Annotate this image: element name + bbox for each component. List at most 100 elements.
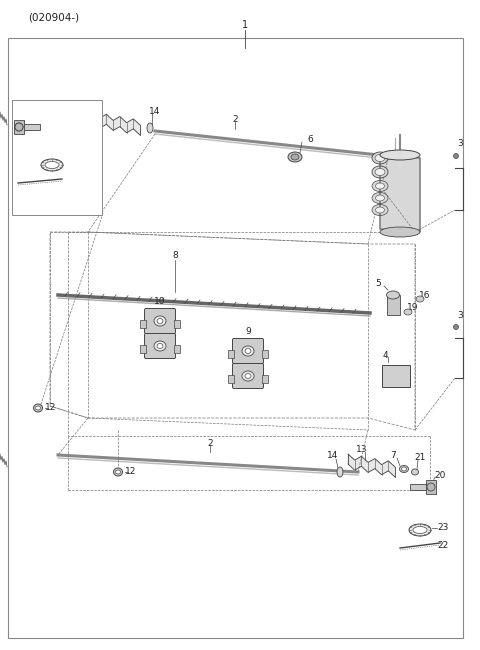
Ellipse shape — [113, 468, 122, 476]
Text: 9: 9 — [245, 328, 251, 337]
Text: 7: 7 — [390, 450, 396, 460]
Ellipse shape — [454, 153, 458, 159]
Ellipse shape — [157, 343, 163, 348]
Ellipse shape — [375, 155, 385, 161]
Ellipse shape — [399, 465, 408, 473]
Text: 4: 4 — [382, 350, 388, 359]
Ellipse shape — [411, 469, 419, 475]
Ellipse shape — [375, 183, 384, 189]
Text: 8: 8 — [172, 252, 178, 261]
Text: 12: 12 — [125, 467, 137, 476]
Text: 1: 1 — [242, 20, 248, 30]
Ellipse shape — [48, 125, 56, 131]
Ellipse shape — [427, 483, 435, 491]
Ellipse shape — [154, 341, 166, 351]
Ellipse shape — [401, 467, 407, 471]
Ellipse shape — [41, 159, 63, 171]
Ellipse shape — [372, 166, 388, 178]
Text: 21: 21 — [57, 107, 69, 116]
Bar — [22, 124, 40, 130]
Bar — [22, 124, 40, 130]
Text: 16: 16 — [419, 291, 431, 300]
Ellipse shape — [454, 324, 458, 330]
Text: 14: 14 — [327, 452, 339, 460]
Text: 17: 17 — [242, 352, 254, 361]
Bar — [228, 350, 234, 358]
Text: 21: 21 — [414, 452, 426, 462]
Ellipse shape — [34, 404, 43, 412]
Text: 19: 19 — [407, 304, 419, 313]
Text: 3: 3 — [457, 140, 463, 148]
FancyBboxPatch shape — [232, 339, 264, 363]
Text: 20: 20 — [434, 471, 446, 480]
Ellipse shape — [413, 526, 427, 534]
FancyBboxPatch shape — [144, 333, 176, 359]
Ellipse shape — [416, 296, 424, 302]
Ellipse shape — [372, 205, 388, 216]
Polygon shape — [380, 155, 420, 232]
Bar — [228, 375, 234, 383]
Text: 22: 22 — [437, 541, 449, 551]
Ellipse shape — [45, 161, 59, 168]
Ellipse shape — [15, 123, 23, 131]
Ellipse shape — [288, 152, 302, 162]
Bar — [382, 365, 410, 387]
Polygon shape — [93, 112, 140, 135]
Ellipse shape — [157, 318, 163, 324]
Bar — [174, 320, 180, 328]
Bar — [140, 320, 146, 328]
Ellipse shape — [375, 168, 385, 176]
Text: 13: 13 — [356, 445, 368, 454]
Ellipse shape — [404, 309, 412, 315]
Ellipse shape — [380, 150, 420, 160]
Text: 20: 20 — [12, 114, 24, 122]
FancyBboxPatch shape — [232, 363, 264, 389]
FancyBboxPatch shape — [144, 309, 176, 333]
Bar — [262, 350, 268, 358]
Ellipse shape — [372, 192, 388, 203]
Text: 2: 2 — [232, 116, 238, 125]
Text: 7: 7 — [67, 112, 73, 120]
Text: 2: 2 — [207, 439, 213, 447]
Bar — [12, 100, 102, 215]
Bar — [410, 484, 428, 490]
Ellipse shape — [36, 406, 40, 410]
Bar — [14, 120, 24, 134]
Text: 18: 18 — [154, 322, 166, 332]
Ellipse shape — [245, 348, 251, 354]
Ellipse shape — [65, 127, 74, 133]
Text: 23: 23 — [437, 523, 449, 532]
Ellipse shape — [242, 371, 254, 381]
Ellipse shape — [375, 207, 384, 213]
Bar — [387, 295, 400, 315]
Ellipse shape — [147, 123, 153, 133]
Text: 13: 13 — [84, 109, 96, 118]
Bar — [426, 480, 436, 494]
Ellipse shape — [375, 195, 384, 201]
Ellipse shape — [116, 470, 120, 474]
Ellipse shape — [337, 467, 343, 477]
Text: 10: 10 — [154, 298, 166, 307]
Ellipse shape — [372, 181, 388, 192]
Text: 5: 5 — [375, 280, 381, 289]
Text: 22: 22 — [66, 177, 78, 185]
Ellipse shape — [81, 127, 87, 135]
Text: 14: 14 — [149, 107, 161, 116]
Text: 15: 15 — [392, 151, 404, 159]
Text: 11: 11 — [392, 164, 404, 174]
Bar — [174, 345, 180, 353]
Text: 3: 3 — [457, 311, 463, 320]
Ellipse shape — [154, 316, 166, 326]
Text: 23: 23 — [72, 159, 84, 168]
Ellipse shape — [245, 374, 251, 378]
Text: 12: 12 — [45, 404, 57, 413]
Text: 6: 6 — [307, 135, 313, 144]
Ellipse shape — [242, 346, 254, 356]
Bar — [14, 120, 24, 134]
Ellipse shape — [291, 154, 299, 160]
Bar — [140, 345, 146, 353]
Ellipse shape — [15, 123, 23, 131]
Ellipse shape — [386, 291, 399, 299]
Ellipse shape — [68, 128, 72, 132]
Bar — [262, 375, 268, 383]
